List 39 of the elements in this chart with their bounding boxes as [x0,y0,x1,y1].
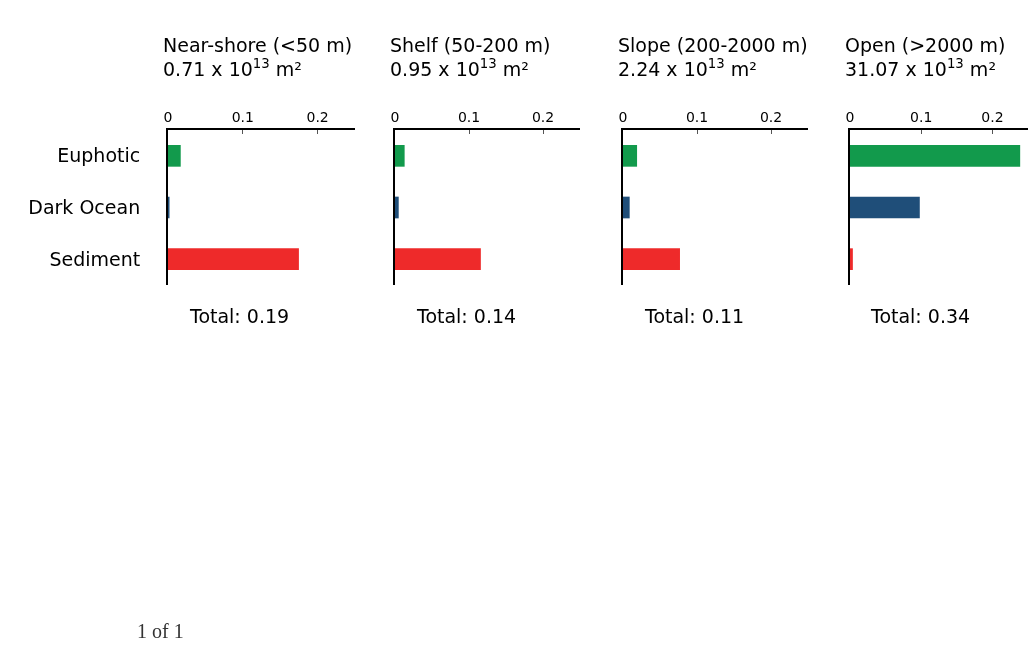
chart-title: Slope (200-2000 m) [618,33,808,56]
text: Total: 0.14 [416,305,517,327]
x-tick-label: 0.1 [457,109,481,126]
x-tick-label: 0.2 [981,109,1004,126]
bar [850,196,920,219]
bar [168,248,299,271]
x-tick-label: 0.2 [759,109,783,126]
x-tick-label: 0.2 [306,109,329,126]
chart-subtitle: 0.95 x 10$^{13}$ m² [390,56,529,81]
text: Total: 0.34 [870,305,971,327]
y-tick-label: Euphotic [57,144,141,167]
bar [168,144,181,167]
chart-subtitle: 0.71 x 10$^{13}$ m² [163,56,302,81]
x-tick-label: 0 [390,109,400,126]
bar [395,144,405,167]
y-tick-label: Dark Ocean [28,196,141,219]
bar [623,196,630,219]
x-tick-label: 0 [845,109,855,126]
bar [850,144,1021,167]
bar [623,144,638,167]
chart-title: Open (>2000 m) [845,33,1006,56]
x-tick-label: 0 [163,109,173,126]
y-tick-label: Sediment [49,247,141,270]
x-tick-label: 0.1 [685,109,709,126]
chart-subtitle: 31.07 x 10$^{13}$ m² [845,56,996,81]
bar [623,248,680,271]
chart-title: Shelf (50-200 m) [390,33,551,56]
text: 1 of 1 [137,620,184,642]
text: Total: 0.11 [644,305,745,327]
bar [395,248,481,271]
bar [850,248,853,271]
x-tick-label: 0 [618,109,628,126]
x-tick-label: 0.2 [531,109,555,126]
bar [395,196,399,219]
text: Total: 0.19 [189,305,290,327]
x-tick-label: 0.1 [910,109,933,126]
chart-title: Near-shore (<50 m) [163,33,353,56]
chart-subtitle: 2.24 x 10$^{13}$ m² [618,56,757,81]
x-tick-label: 0.1 [231,109,254,126]
